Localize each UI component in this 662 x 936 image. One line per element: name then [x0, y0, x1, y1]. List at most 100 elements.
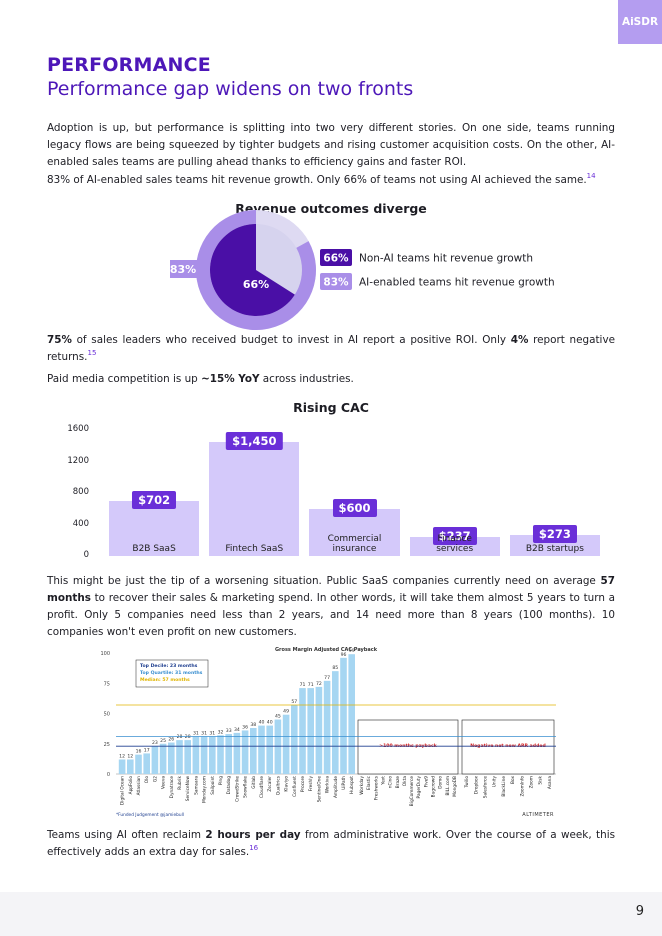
pie-slice	[210, 224, 295, 316]
value-label: $1,450	[226, 431, 283, 450]
x-tick-label: ServiceNow	[185, 776, 191, 802]
text-run: 4%	[510, 334, 529, 346]
x-tick-label: Twilio	[464, 776, 470, 789]
x-tick-label: Confluent	[292, 776, 298, 797]
bar	[299, 688, 306, 774]
x-tick-label: BILL.com	[445, 776, 451, 796]
y-tick-label: 1600	[67, 424, 89, 434]
value-label: 12	[119, 753, 125, 759]
x-tick-label: Dynatrace	[169, 776, 175, 799]
group-box	[357, 719, 459, 775]
bar	[109, 500, 200, 556]
category-label: Fintech SaaS	[225, 544, 284, 554]
bar	[217, 735, 224, 774]
value-label: 25	[160, 738, 166, 744]
category-label: B2B SaaS	[132, 544, 176, 554]
value-label: $702	[132, 490, 177, 509]
footer-band	[0, 892, 662, 936]
value-label: 45	[275, 714, 281, 720]
x-tick-label: Samsara	[193, 776, 199, 795]
value-label: 36	[242, 724, 248, 730]
bar	[184, 740, 191, 774]
bar	[135, 754, 142, 774]
text-run: 14	[586, 172, 596, 180]
x-tick-label: Elastic	[366, 775, 372, 790]
x-tick-label: Hubspot	[349, 776, 355, 794]
legend-value: 66%	[323, 253, 349, 265]
group-box	[461, 719, 555, 775]
category-label: B2B startups	[525, 544, 584, 554]
x-tick-label: Domo	[438, 776, 444, 789]
x-tick-label: Digital Ocean	[120, 776, 126, 805]
pie-label: 83%	[170, 263, 196, 276]
x-tick-label: Freshly	[308, 776, 314, 792]
x-tick-label: Olo	[144, 776, 150, 784]
bar	[127, 759, 134, 774]
x-tick-label: Rubrik	[177, 775, 183, 789]
paragraph: This might be just the tip of a worsenin…	[47, 573, 615, 641]
value-label: 28	[177, 734, 183, 740]
chart-title: Revenue outcomes diverge	[235, 201, 427, 216]
value-label: 12	[127, 753, 133, 759]
pie-label: 66%	[243, 278, 269, 291]
x-tick-label: MongoDB	[452, 776, 458, 797]
x-tick-label: Monday.com	[202, 776, 208, 803]
value-label: 77	[324, 675, 330, 681]
x-tick-label: Klaviyo	[284, 776, 290, 792]
value-label: 34	[234, 727, 240, 733]
value-label: 28	[185, 734, 191, 740]
value-label: $273	[532, 524, 577, 543]
bar	[250, 728, 257, 774]
y-tick-label: 75	[104, 681, 110, 687]
value-label: 31	[209, 730, 215, 736]
paragraph: Paid media competition is up ~15% YoY ac…	[47, 371, 615, 388]
x-tick-label: Five9	[423, 776, 429, 788]
text-run: Teams using AI often reclaim	[47, 829, 206, 841]
x-tick-label: Amplitude	[333, 776, 339, 798]
bar	[159, 743, 167, 774]
bar	[315, 686, 323, 774]
y-tick-label: 0	[83, 550, 89, 560]
label-badge	[170, 260, 202, 278]
y-tick-label: 50	[104, 712, 110, 718]
x-tick-label: Workday	[359, 776, 365, 795]
x-tick-label: Unity	[492, 776, 498, 788]
source-brand: ALTIMETER	[522, 812, 554, 818]
text-run: 2 hours per day	[205, 829, 301, 841]
x-tick-label: Sailpoint	[210, 776, 216, 795]
text-run: 15	[87, 349, 97, 357]
value-label: 49	[283, 709, 289, 715]
value-label: 40	[259, 720, 265, 726]
value-label: 26	[168, 737, 174, 743]
x-tick-label: ZoomInfo	[519, 776, 525, 797]
legend-badge	[320, 273, 352, 290]
x-tick-label: Workiva	[325, 776, 331, 794]
payback-chart: Gross Margin Adjusted CAC Payback 0 25 50 75…	[100, 647, 556, 818]
bar	[307, 688, 314, 774]
bar	[118, 759, 126, 774]
x-tick-label: UiPath	[341, 776, 347, 790]
value-label: 17	[144, 747, 150, 753]
value-label: 32	[218, 729, 224, 735]
x-tick-label: Braze	[395, 776, 401, 789]
value-label: 99	[349, 648, 355, 654]
value-label: 85	[332, 665, 338, 671]
x-tick-label: Datadog	[226, 776, 232, 795]
y-tick-label: 800	[72, 487, 89, 497]
value-label: 57	[291, 699, 297, 705]
text-run: 83% of AI-enabled sales teams hit revenu…	[47, 174, 587, 186]
x-tick-label: Box	[510, 776, 516, 784]
category-label: Commercial insurance	[327, 534, 382, 554]
legend-label: AI-enabled teams hit revenue growth	[359, 277, 555, 289]
x-tick-label: Procore	[300, 776, 306, 792]
paragraph: 83% of AI-enabled sales teams hit revenu…	[47, 172, 615, 189]
value-label: 23	[152, 740, 158, 746]
paragraph: Teams using AI often reclaim 2 hours per…	[47, 827, 615, 861]
page-number: 9	[635, 904, 644, 919]
value-label: 72	[316, 681, 322, 687]
x-tick-label: Snowflake	[243, 776, 249, 798]
legend-label: Top Quartile: 31 months	[140, 670, 203, 676]
bar	[509, 534, 600, 556]
legend-badge	[320, 249, 352, 266]
y-tick-label: 400	[72, 518, 89, 529]
